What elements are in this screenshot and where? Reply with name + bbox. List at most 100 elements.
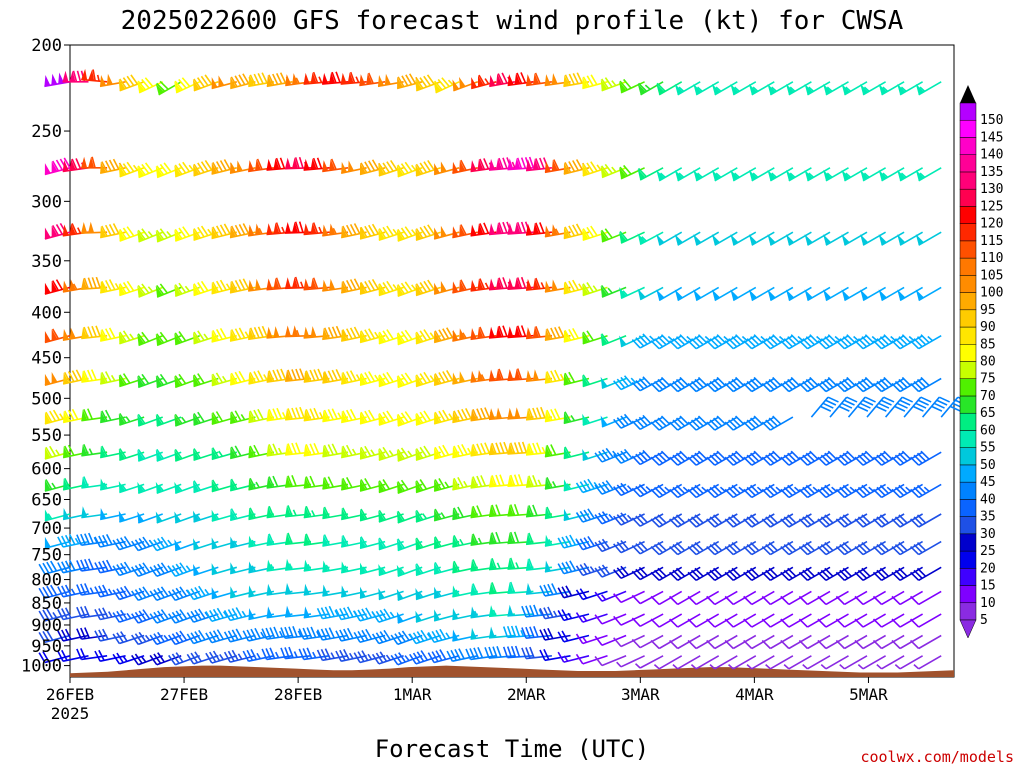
- y-tick-label: 750: [31, 546, 62, 566]
- wind-barb: [112, 652, 145, 665]
- wind-barb: [211, 372, 238, 387]
- wind-barb: [711, 81, 738, 96]
- y-tick-label: 850: [31, 594, 62, 614]
- wind-barb: [131, 631, 163, 646]
- wind-barb: [284, 156, 312, 170]
- x-tick-label: 2MAR: [507, 685, 546, 704]
- wind-barb: [155, 511, 182, 524]
- wind-barb: [687, 590, 720, 606]
- wind-barb: [155, 413, 182, 427]
- wind-barb: [693, 231, 720, 246]
- wind-barb: [470, 369, 497, 383]
- x-tick-label: 5MAR: [849, 685, 888, 704]
- wind-barb: [650, 590, 683, 606]
- wind-barb: [839, 655, 868, 670]
- wind-barb: [433, 161, 460, 176]
- terrain-polygon: [70, 665, 954, 677]
- wind-barb: [817, 613, 849, 628]
- wind-barb: [149, 536, 182, 552]
- colorbar-tick-label: 25: [980, 544, 996, 559]
- wind-barb: [780, 590, 812, 606]
- wind-barb: [396, 372, 423, 389]
- wind-barb: [631, 634, 664, 649]
- wind-barb: [168, 609, 200, 624]
- wind-barb: [594, 613, 627, 625]
- wind-barb: [910, 513, 942, 528]
- wind-barb: [897, 167, 923, 182]
- wind-barb: [575, 562, 608, 577]
- wind-barb: [783, 655, 812, 670]
- colorbar-swatch: [959, 516, 977, 535]
- wind-barb: [767, 231, 794, 246]
- colorbar-swatch: [959, 464, 977, 483]
- wind-barb: [118, 74, 145, 92]
- colorbar-tick-label: 65: [980, 406, 996, 421]
- wind-barb: [168, 652, 200, 666]
- wind-barb: [94, 534, 126, 548]
- wind-barb: [544, 444, 571, 458]
- wind-barb: [582, 282, 608, 297]
- y-tick-label: 200: [31, 36, 62, 56]
- wind-barb: [131, 562, 163, 577]
- wind-barb: [131, 536, 163, 552]
- wind-barb: [539, 648, 571, 662]
- wind-barb: [137, 511, 163, 524]
- colorbar-tick-label: 45: [980, 475, 996, 490]
- wind-barb: [470, 505, 497, 519]
- wind-barb: [637, 81, 664, 96]
- colorbar-top-arrow: [960, 85, 976, 103]
- wind-barb: [575, 508, 608, 523]
- wind-barb: [631, 613, 664, 628]
- wind-barb: [802, 655, 831, 670]
- wind-barbs: [38, 68, 969, 670]
- wind-barb: [594, 511, 627, 525]
- colorbar-swatch: [959, 206, 977, 224]
- wind-barb: [810, 396, 839, 418]
- wind-barb: [706, 634, 738, 650]
- wind-barb: [709, 655, 738, 670]
- colorbar-tick-label: 5: [980, 613, 988, 628]
- wind-barb: [724, 634, 757, 650]
- wind-barb: [371, 629, 404, 645]
- wind-barb: [674, 167, 701, 182]
- wind-barb: [149, 586, 182, 602]
- chart-title: 2025022600 GFS forecast wind profile (kt…: [121, 6, 904, 36]
- wind-barb: [285, 368, 312, 383]
- wind-barb: [582, 374, 608, 388]
- colorbar-swatch: [959, 412, 977, 431]
- wind-barb: [544, 534, 571, 547]
- credit-text: coolwx.com/models: [860, 748, 1014, 766]
- y-tick-label: 450: [31, 349, 62, 369]
- colorbar-tick-label: 85: [980, 337, 996, 352]
- wind-barb: [915, 231, 942, 246]
- wind-barb: [193, 330, 219, 345]
- wind-barb: [687, 634, 720, 650]
- wind-barb: [359, 328, 386, 344]
- wind-barb: [112, 609, 145, 623]
- wind-barb: [600, 376, 627, 389]
- wind-barb: [841, 167, 868, 182]
- colorbar-tick-label: 55: [980, 441, 996, 456]
- wind-barb: [743, 634, 775, 650]
- wind-barb: [841, 231, 868, 246]
- wind-barb: [897, 286, 923, 302]
- wind-barb: [903, 396, 932, 418]
- colorbar-tick-label: 70: [980, 389, 996, 404]
- wind-barb: [359, 159, 386, 176]
- x-tick-label: 1MAR: [393, 685, 432, 704]
- wind-barb: [168, 630, 200, 646]
- wind-barb: [748, 286, 775, 302]
- wind-barb: [563, 159, 590, 175]
- wind-barb: [635, 655, 664, 669]
- wind-barb: [335, 627, 367, 642]
- wind-barb: [761, 415, 794, 431]
- colorbar-tick-label: 105: [980, 268, 1003, 283]
- wind-barb: [557, 630, 590, 643]
- wind-barb: [525, 277, 552, 291]
- x-tick-label: 3MAR: [621, 685, 660, 704]
- wind-barb: [746, 655, 775, 670]
- wind-barb: [767, 286, 794, 302]
- wind-barb: [211, 328, 237, 343]
- x-tick-sublabel: 2025: [51, 704, 90, 723]
- wind-barb: [594, 480, 627, 495]
